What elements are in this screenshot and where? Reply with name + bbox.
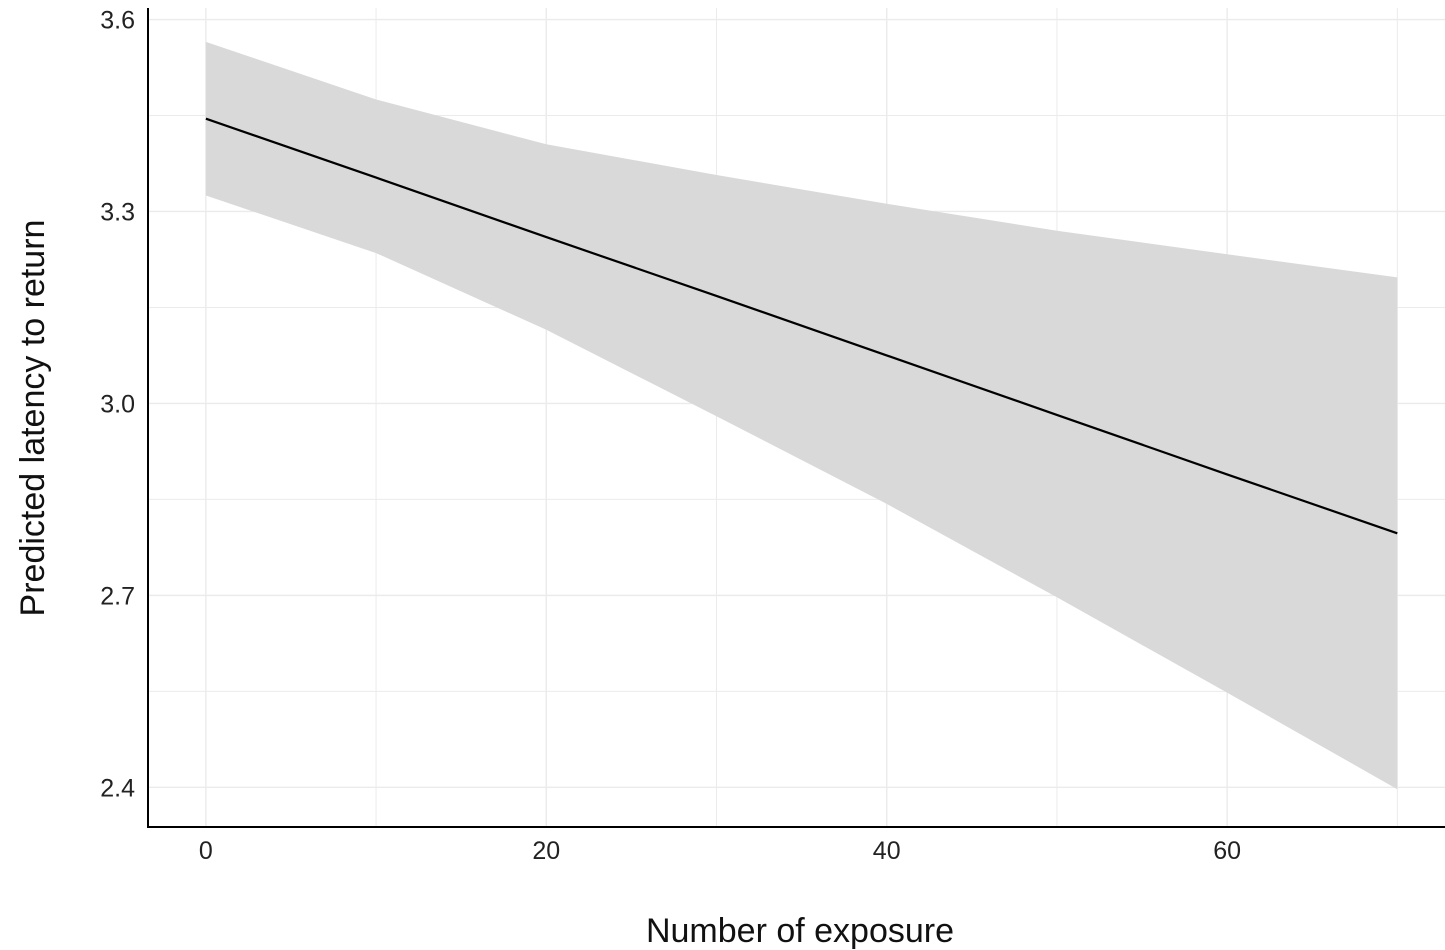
x-tick-label: 0: [199, 837, 213, 865]
confidence-band-layer: [205, 41, 1398, 790]
y-axis-title: Predicted latency to return: [14, 220, 52, 617]
y-tick-label: 3.6: [100, 7, 135, 35]
fit-line-layer: [205, 117, 1398, 535]
y-tick-label: 3.3: [100, 198, 135, 226]
y-tick-label: 2.7: [100, 582, 135, 610]
y-tick-label: 2.4: [100, 774, 135, 802]
y-tick-label: 3.0: [100, 390, 135, 418]
x-tick-label: 60: [1213, 837, 1241, 865]
x-tick-label: 20: [532, 837, 560, 865]
confidence-band: [205, 41, 1398, 790]
axes: [147, 8, 1445, 828]
x-axis-title: Number of exposure: [646, 912, 954, 950]
y-tick-labels: 2.4 2.7 3.0 3.3 3.6: [100, 7, 135, 803]
x-tick-label: 40: [873, 837, 901, 865]
fit-line: [205, 117, 1398, 535]
x-tick-labels: 0 20 40 60: [199, 837, 1241, 865]
